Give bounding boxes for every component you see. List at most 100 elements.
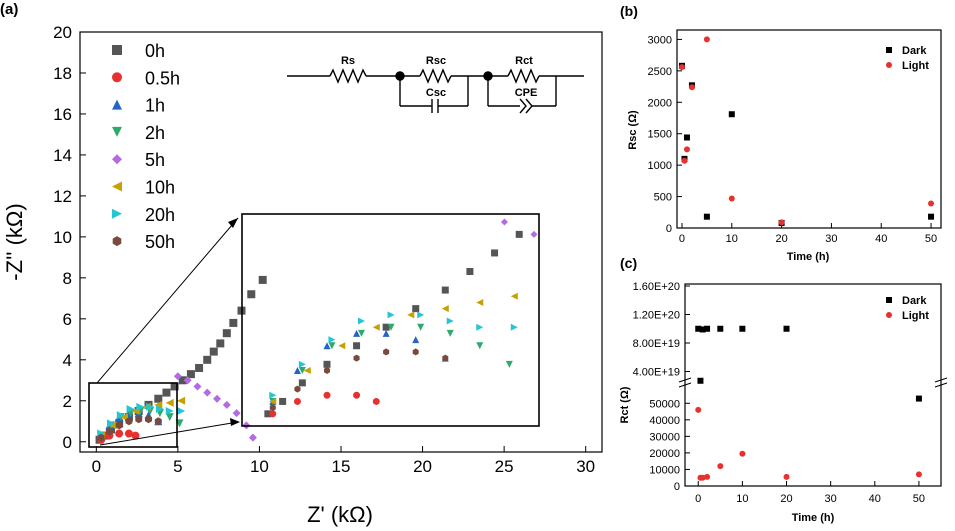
a-ylabel: -Z'' (kΩ) <box>2 203 27 280</box>
a-point-5h <box>203 388 212 397</box>
inset-point-50h <box>294 385 301 393</box>
a-point-50h <box>97 433 105 442</box>
a-ytick-label: 16 <box>53 105 72 124</box>
c-ytick-upper-label: 4.00E+19 <box>633 367 680 379</box>
b-point-Dark <box>683 134 690 141</box>
a-point-0h <box>229 318 238 327</box>
a-legend-label: 50h <box>145 232 175 252</box>
a-ytick-label: 12 <box>53 187 72 206</box>
a-xtick-label: 30 <box>576 457 595 476</box>
inset-point-10h <box>372 323 380 331</box>
inset-point-10h <box>510 292 518 300</box>
b-xtick-label: 10 <box>726 233 738 245</box>
c-point-Dark <box>739 325 746 332</box>
c-point-Dark <box>915 395 922 402</box>
c-ylabel: Rct (Ω) <box>619 386 631 423</box>
inset-point-5h <box>500 218 508 226</box>
inset-point-0.5h <box>293 397 301 405</box>
b-point-Light <box>728 195 735 202</box>
a-point-5h <box>183 376 192 385</box>
inset-point-2h <box>446 329 454 337</box>
a-legend-marker-0.5h <box>112 72 122 83</box>
a-xtick-label: 20 <box>413 457 432 476</box>
c-xtick-label: 10 <box>736 493 748 505</box>
inset-point-20h <box>298 360 306 368</box>
b-legend-marker-Light <box>886 62 892 68</box>
circuit-label-rsc: Rsc <box>426 55 446 67</box>
c-ytick-lower-label: 20000 <box>649 448 680 460</box>
inset-point-0h <box>298 379 306 387</box>
inset-point-50h <box>324 367 330 374</box>
c-ytick-upper-label: 1.60E+20 <box>633 281 680 293</box>
circuit-label-csc: Csc <box>426 87 446 99</box>
c-point-Light <box>717 463 724 470</box>
b-ytick-label: 2500 <box>648 66 672 78</box>
b-point-Light <box>681 157 688 164</box>
inset-point-10h <box>476 298 484 306</box>
b-point-Light <box>678 64 685 71</box>
a-point-50h <box>145 415 152 424</box>
a-xtick-label: 25 <box>495 457 514 476</box>
inset-point-20h <box>417 311 425 319</box>
a-point-0h <box>154 394 163 403</box>
a-point-0h <box>203 355 212 364</box>
rs-resistor <box>329 68 367 84</box>
a-point-50h <box>154 417 162 426</box>
c-legend-marker-Dark <box>886 297 892 303</box>
inset-point-0h <box>515 230 523 238</box>
inset-point-0h <box>279 397 287 405</box>
a-point-20h <box>136 402 145 411</box>
c-point-Dark <box>697 377 704 384</box>
inset-point-2h <box>358 329 365 337</box>
c-xtick-label: 30 <box>825 493 837 505</box>
b-ytick-label: 1500 <box>648 129 672 141</box>
a-point-0h <box>195 364 204 372</box>
a-point-0.5h <box>131 431 140 440</box>
c-xtick-label: 50 <box>913 493 925 505</box>
panel-b-label: (b) <box>620 3 638 19</box>
b-ylabel: Rsc (Ω) <box>627 110 639 150</box>
inset-point-20h <box>510 323 518 331</box>
b-xlabel: Time (h) <box>787 251 830 263</box>
c-ytick-lower-label: 30000 <box>649 431 680 443</box>
b-ytick-label: 0 <box>666 223 672 235</box>
inset-point-0.5h <box>353 391 361 399</box>
inset-marks <box>264 218 538 418</box>
c-xtick-label: 0 <box>695 493 701 505</box>
b-xtick-label: 20 <box>775 233 787 245</box>
inset-point-2h <box>505 360 513 368</box>
b-point-Light <box>703 36 710 43</box>
inset-point-1h <box>412 336 420 344</box>
inset-point-1h <box>323 342 331 350</box>
b-legend-marker-Dark <box>886 47 892 53</box>
c-point-Dark <box>783 325 790 332</box>
panel-b: (b) 0 10 20 30 40 50050010001500200025003000 … <box>620 3 942 263</box>
inset-point-0h <box>353 342 361 350</box>
a-xtick-label: 5 <box>173 457 182 476</box>
inset-point-10h <box>303 367 311 374</box>
a-ytick-label: 2 <box>63 392 72 411</box>
b-point-Dark <box>728 111 735 118</box>
a-point-0h <box>186 370 195 379</box>
inset-point-10h <box>269 397 277 405</box>
c-point-Light <box>915 471 922 478</box>
inset-point-0h <box>323 360 331 368</box>
a-point-5h <box>213 394 222 403</box>
axis-break-right-2 <box>934 382 948 388</box>
inset-point-0h <box>466 268 474 275</box>
a-point-0h <box>170 382 179 391</box>
inset-point-20h <box>358 317 365 325</box>
b-ytick-label: 3000 <box>648 34 672 46</box>
c-legend-marker-Light <box>886 312 892 318</box>
c-point-Dark <box>699 326 706 333</box>
zoom-arrow-upper <box>96 217 239 384</box>
c-ytick-upper-label: 8.00E+19 <box>633 338 680 350</box>
inset-point-2h <box>417 323 425 331</box>
b-legend-label: Light <box>902 60 929 72</box>
arrow-head-upper <box>228 218 238 228</box>
rct-resistor <box>507 68 540 84</box>
a-point-2h <box>165 413 174 422</box>
a-point-10h <box>165 398 174 407</box>
inset-point-50h <box>383 348 390 356</box>
